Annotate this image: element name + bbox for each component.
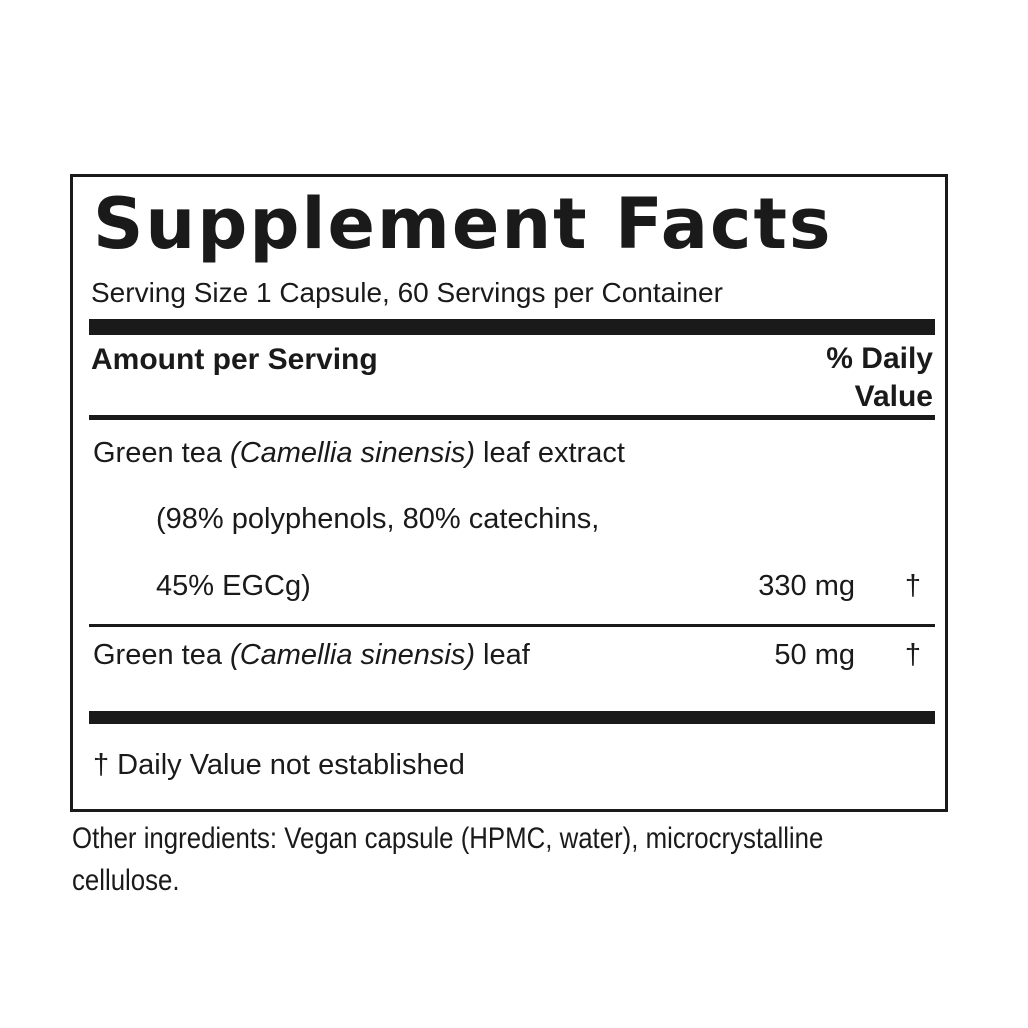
medium-divider <box>89 415 935 420</box>
latin-name: (Camellia sinensis) <box>230 639 475 671</box>
ingredient-detail: 45% EGCg) <box>156 570 311 602</box>
other-ingredients: Other ingredients: Vegan capsule (HPMC, … <box>72 818 932 902</box>
name-text: Green tea <box>93 639 231 671</box>
ingredient-amount: 50 mg <box>774 639 855 671</box>
ingredient-dv: † <box>904 639 921 671</box>
thick-divider <box>89 319 935 335</box>
daily-value-header: % Daily Value <box>826 340 933 416</box>
other-ingredients-line2: cellulose. <box>72 864 180 897</box>
ingredient-name: Green tea (Camellia sinensis) leaf extra… <box>93 437 625 470</box>
dv-header-line1: % Daily <box>826 342 933 375</box>
thick-divider <box>89 711 935 724</box>
amount-per-serving-header: Amount per Serving <box>91 343 378 376</box>
other-ingredients-line1: Other ingredients: Vegan capsule (HPMC, … <box>72 822 824 855</box>
dv-header-line2: Value <box>854 380 933 413</box>
ingredient-amount: 330 mg <box>758 570 855 602</box>
name-text: leaf <box>475 639 530 671</box>
ingredient-dv: † <box>904 570 921 602</box>
name-text: leaf extract <box>475 437 625 469</box>
panel-title: Supplement Facts <box>93 183 833 265</box>
thin-divider <box>89 624 935 627</box>
name-text: Green tea <box>93 437 231 469</box>
ingredient-detail: (98% polyphenols, 80% catechins, <box>156 503 600 535</box>
serving-size: Serving Size 1 Capsule, 60 Servings per … <box>91 277 723 308</box>
supplement-facts-panel: Supplement Facts Serving Size 1 Capsule,… <box>70 174 948 812</box>
latin-name: (Camellia sinensis) <box>230 437 475 469</box>
ingredient-name: Green tea (Camellia sinensis) leaf <box>93 639 530 672</box>
footnote: † Daily Value not established <box>93 749 465 781</box>
